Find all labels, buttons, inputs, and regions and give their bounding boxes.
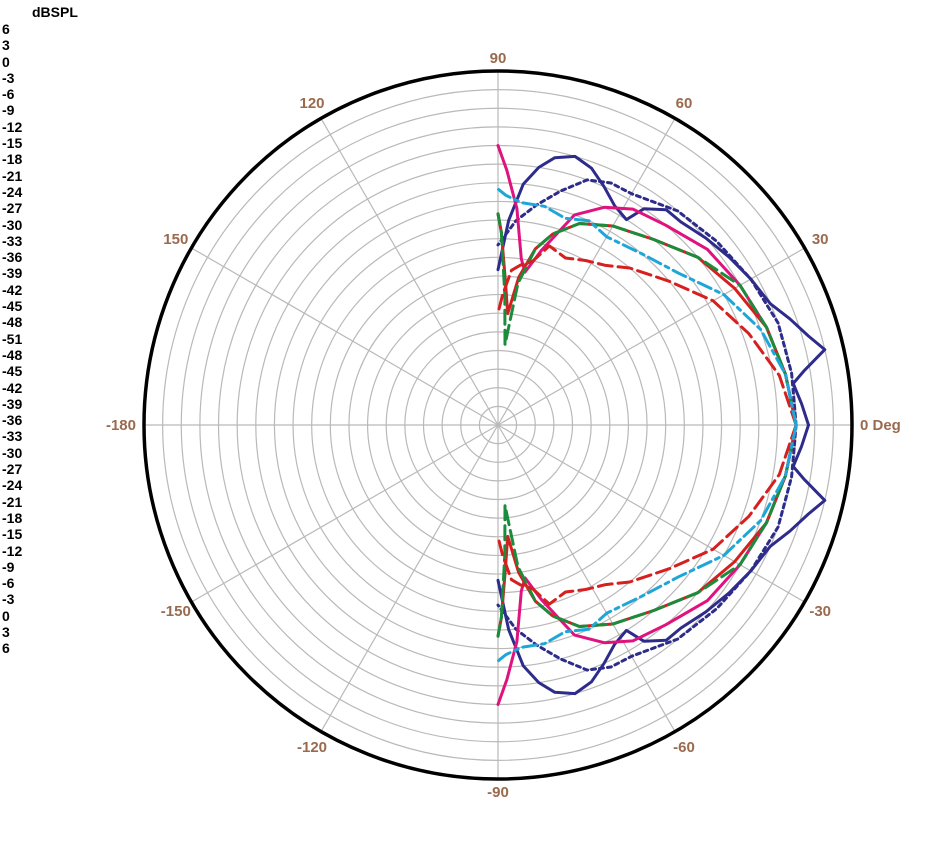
radial-tick-label: -39 <box>2 395 23 412</box>
radial-tick-label: -27 <box>2 200 23 217</box>
angle-label: -60 <box>673 739 695 756</box>
angle-label: 60 <box>676 95 693 112</box>
radial-tick-label: -3 <box>2 591 15 608</box>
radial-tick-label: -45 <box>2 298 23 315</box>
radial-tick-label: -48 <box>2 314 23 331</box>
radial-tick-label: -9 <box>2 558 15 575</box>
radial-tick-label: -12 <box>2 542 23 559</box>
radial-tick-label: -12 <box>2 118 23 135</box>
series-6-upper <box>496 244 798 427</box>
radial-tick-label: -27 <box>2 461 23 478</box>
grid-spoke <box>191 424 499 603</box>
radial-tick-label: -33 <box>2 428 23 445</box>
angle-label: 30 <box>812 231 829 248</box>
angle-labels: 0 Deg 30 60 90 120 150 -180 -150 -120 -90 -60 -30 <box>106 50 901 801</box>
series-5-upper <box>496 212 798 427</box>
radial-tick-label: -48 <box>2 346 23 363</box>
radial-tick-label: 3 <box>2 623 10 640</box>
unit-label: dBSPL <box>32 4 78 20</box>
radial-tick-label: -9 <box>2 102 15 119</box>
radial-tick-label: -30 <box>2 444 23 461</box>
series-7-upper <box>496 187 798 427</box>
grid-spoke <box>497 118 676 426</box>
radial-tick-label: -42 <box>2 281 23 298</box>
grid-spoke <box>320 118 499 426</box>
series-1-upper <box>496 154 827 427</box>
radial-tick-label: -51 <box>2 330 23 347</box>
radial-tick-label: -33 <box>2 232 23 249</box>
angle-label: -90 <box>487 784 509 801</box>
radial-tick-label: -18 <box>2 509 23 526</box>
radial-tick-label: -6 <box>2 575 15 592</box>
radial-tick-label: -15 <box>2 135 23 152</box>
angle-label: 90 <box>490 50 507 67</box>
radial-tick-label: -21 <box>2 167 23 184</box>
angle-label: -30 <box>809 603 831 620</box>
radial-tick-label: -21 <box>2 493 23 510</box>
radial-tick-label: -30 <box>2 216 23 233</box>
radial-tick-label: 3 <box>2 37 10 54</box>
series-7-lower <box>496 423 798 663</box>
series-6-lower <box>496 423 798 606</box>
grid-spoke <box>497 424 805 603</box>
radial-tick-label: -39 <box>2 265 23 282</box>
radial-tick-label: -36 <box>2 412 23 429</box>
angle-label: 150 <box>163 231 188 248</box>
radial-scale: 6 3 0 -3 -6 -9 -12 -15 -18 -21 -24 -27 -30 -33 -36 -39-… <box>2 21 50 657</box>
angle-label: 0 Deg <box>860 417 901 434</box>
radial-tick-label: -45 <box>2 363 23 380</box>
grid-spoke <box>191 247 499 426</box>
radial-tick-label: 6 <box>2 21 10 37</box>
radial-tick-label: -6 <box>2 86 15 103</box>
radial-tick-label: 0 <box>2 53 10 70</box>
angle-label: 120 <box>299 95 324 112</box>
grid-spoke <box>320 424 499 732</box>
radial-tick-label: -24 <box>2 477 23 494</box>
grid-spoke <box>497 424 676 732</box>
radial-tick-label: -15 <box>2 526 23 543</box>
radial-tick-label: 0 <box>2 607 10 624</box>
outer-boundary <box>142 69 854 781</box>
grid-spoke <box>497 247 805 426</box>
radial-tick-label: -42 <box>2 379 23 396</box>
radial-tick-label: -24 <box>2 183 23 200</box>
radial-tick-label: -36 <box>2 249 23 266</box>
series-layer <box>496 144 827 706</box>
angle-label: -120 <box>297 739 327 756</box>
angle-label: -150 <box>161 603 191 620</box>
radial-tick-label: -18 <box>2 151 23 168</box>
grid-spokes <box>144 71 852 779</box>
series-1-lower <box>496 423 827 696</box>
radial-tick-label: 6 <box>2 640 10 657</box>
series-5-lower <box>496 423 798 638</box>
radial-tick-label: -3 <box>2 69 15 86</box>
angle-label: -180 <box>106 417 136 434</box>
outer-ring <box>142 69 854 781</box>
